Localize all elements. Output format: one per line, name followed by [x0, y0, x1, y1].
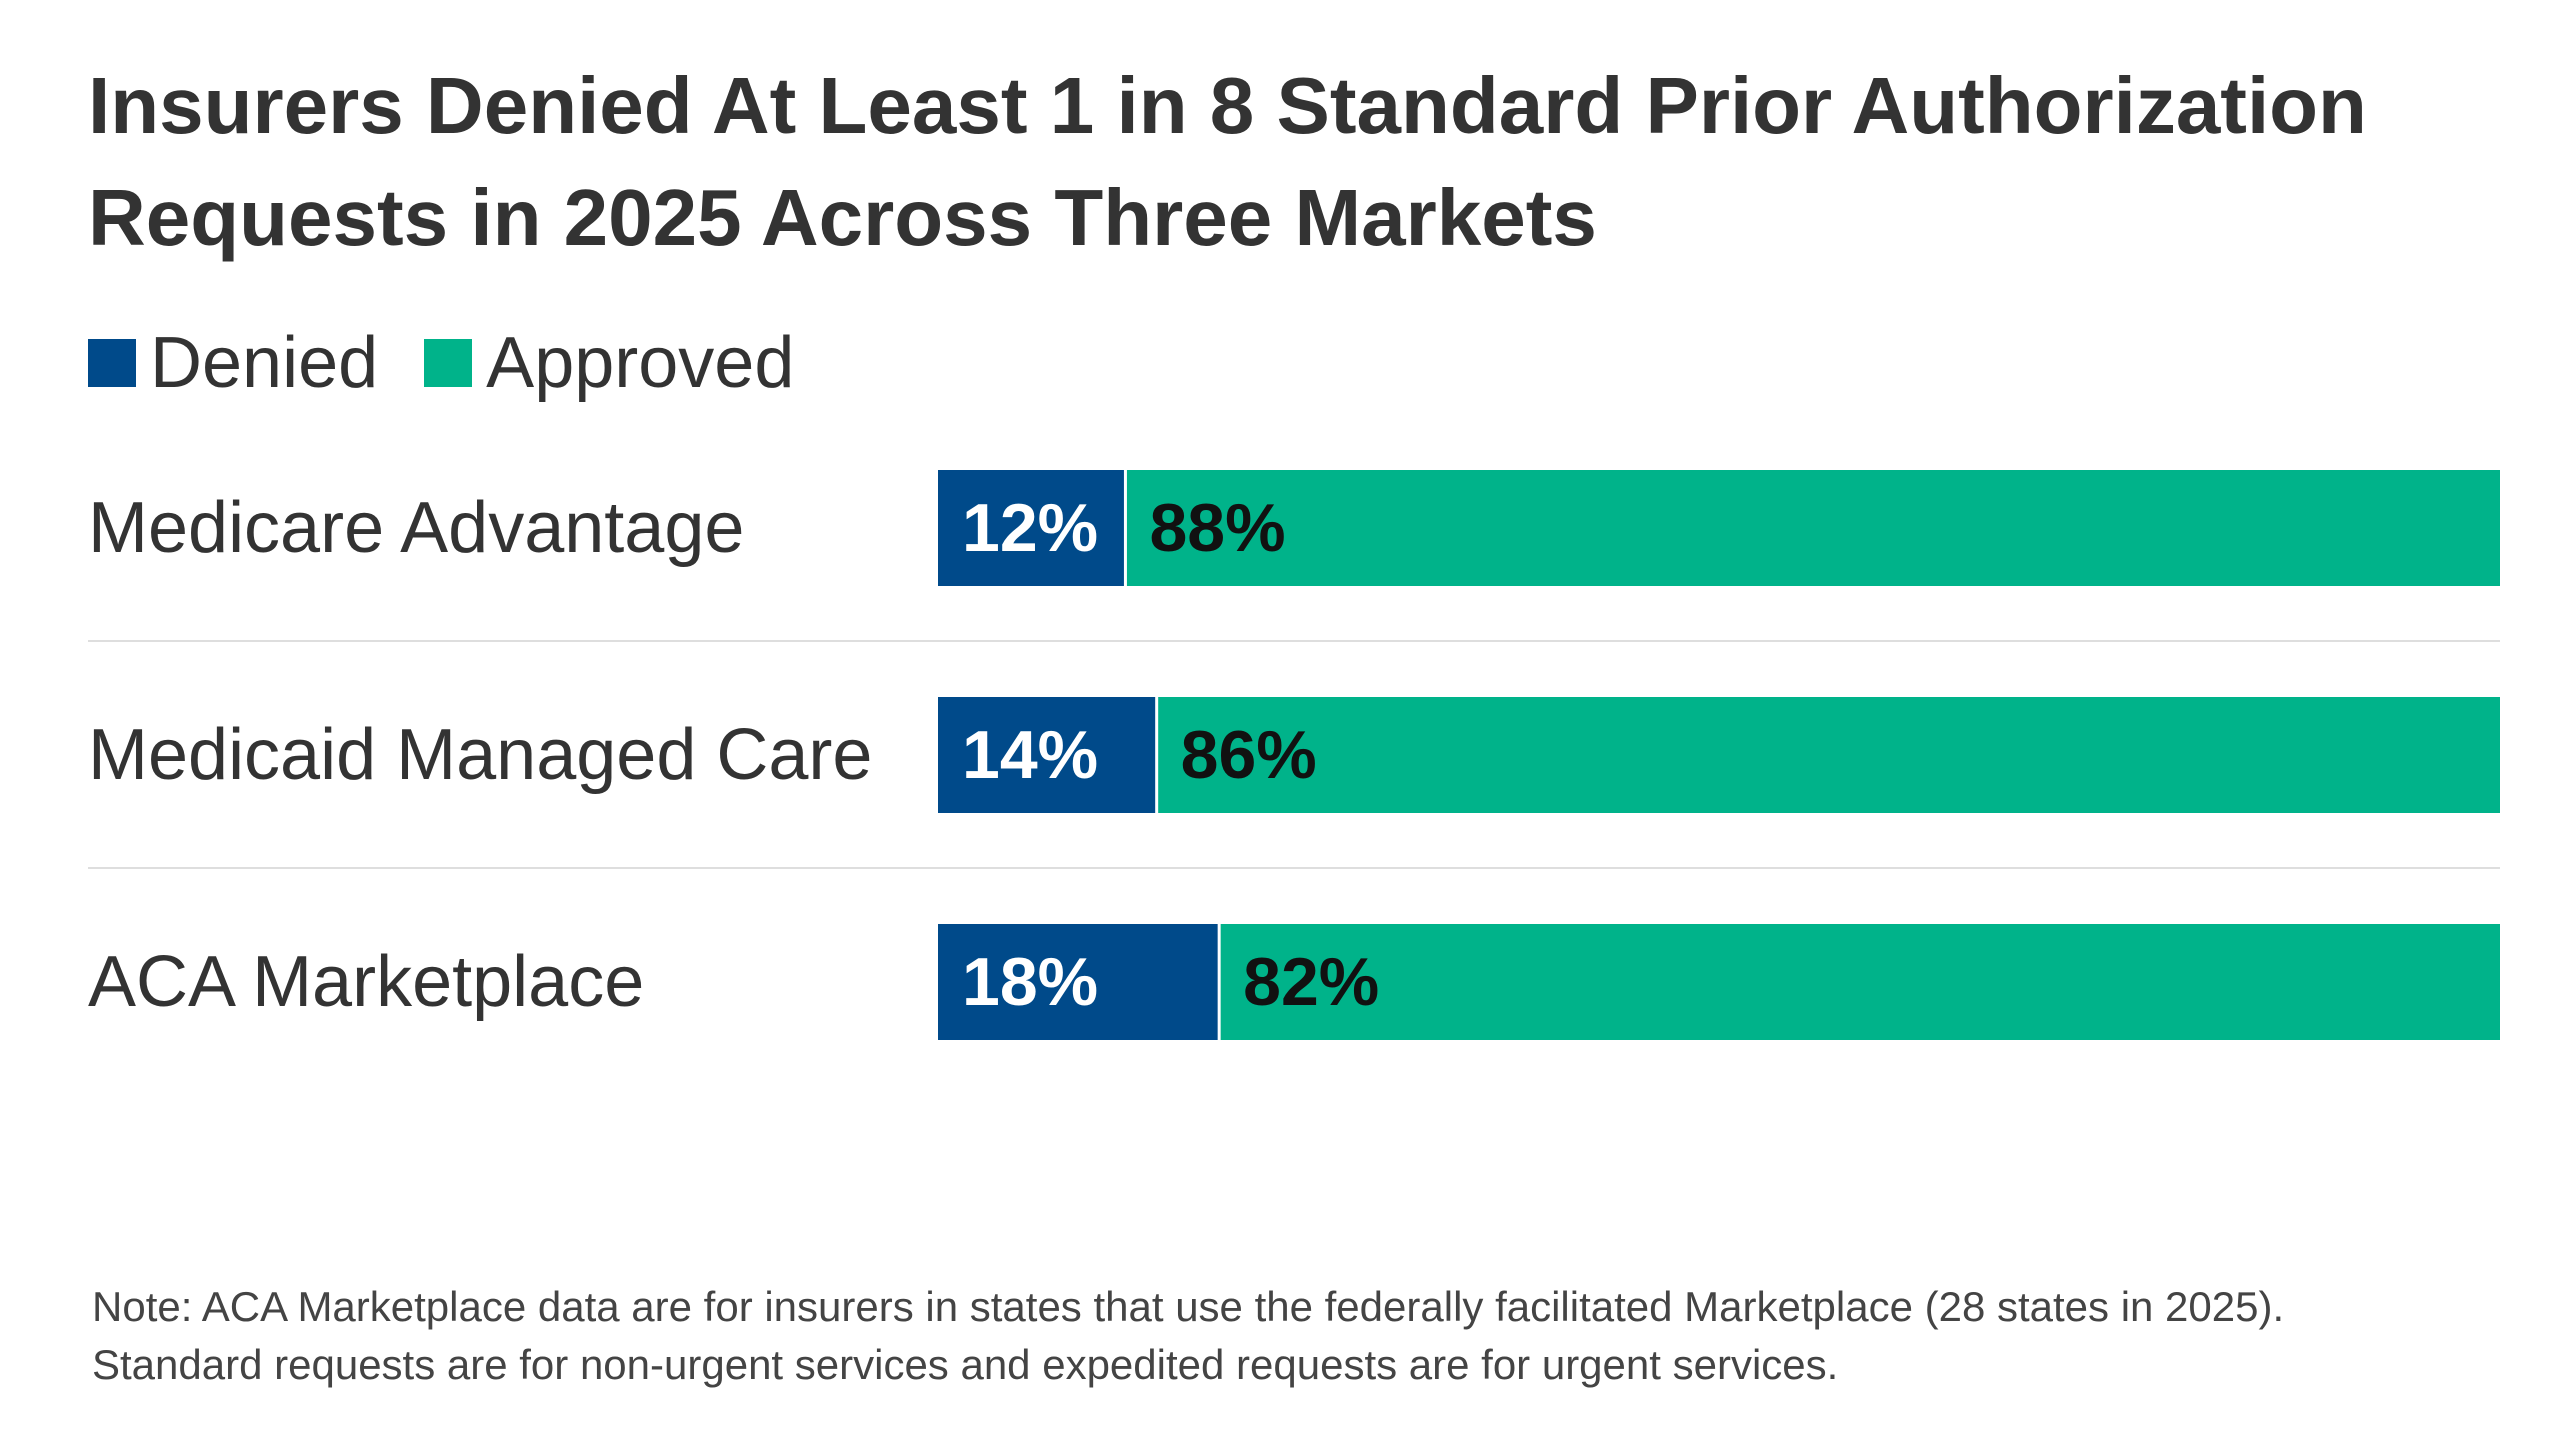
chart-legend: Denied Approved — [88, 318, 840, 408]
bar-approved — [1156, 697, 2500, 813]
note-line-2: Standard requests are for non-urgent ser… — [92, 1341, 1839, 1388]
data-label-approved: 88% — [1149, 490, 1285, 566]
data-label-denied: 14% — [962, 717, 1098, 793]
legend-label-denied: Denied — [150, 323, 379, 403]
category-label: Medicaid Managed Care — [88, 715, 872, 795]
chart-note: Note: ACA Marketplace data are for insur… — [92, 1278, 2512, 1394]
legend-swatch-denied — [88, 339, 136, 387]
note-line-1: Note: ACA Marketplace data are for insur… — [92, 1283, 2285, 1330]
data-label-denied: 12% — [962, 490, 1098, 566]
data-label-approved: 82% — [1243, 944, 1379, 1020]
data-label-approved: 86% — [1181, 717, 1317, 793]
category-label: Medicare Advantage — [88, 488, 744, 568]
bar-denied — [938, 924, 1220, 1040]
data-label-denied: 18% — [962, 944, 1098, 1020]
bar-approved — [1125, 470, 2500, 586]
bar-denied — [938, 697, 1157, 813]
legend-label-approved: Approved — [486, 323, 795, 403]
bar-approved — [1219, 924, 2500, 1040]
category-label: ACA Marketplace — [88, 942, 644, 1022]
legend-item-approved: Approved — [424, 318, 794, 408]
legend-item-denied: Denied — [88, 318, 378, 408]
chart-title: Insurers Denied At Least 1 in 8 Standard… — [88, 61, 2367, 262]
legend-swatch-approved — [424, 339, 473, 387]
bar-denied — [938, 470, 1126, 586]
